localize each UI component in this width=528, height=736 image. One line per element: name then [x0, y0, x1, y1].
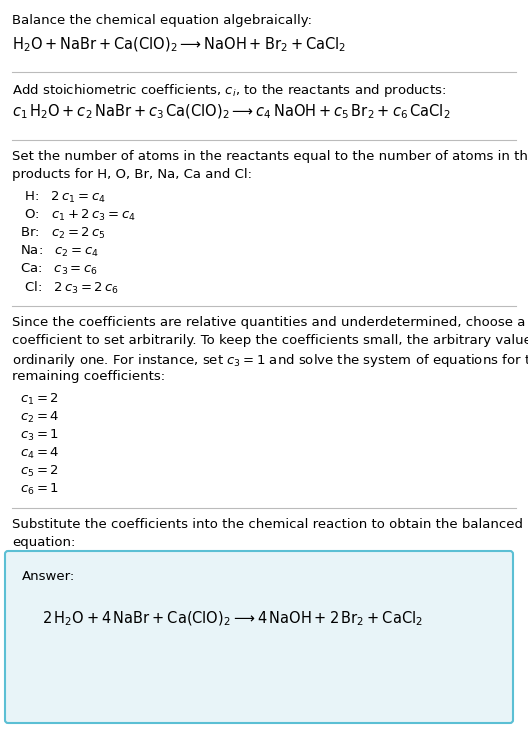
Text: $c_6 = 1$: $c_6 = 1$ — [20, 482, 59, 497]
Text: Since the coefficients are relative quantities and underdetermined, choose a: Since the coefficients are relative quan… — [12, 316, 525, 329]
Text: $c_2 = 4$: $c_2 = 4$ — [20, 410, 60, 425]
Text: $c_4 = 4$: $c_4 = 4$ — [20, 446, 60, 461]
Text: Na:  $\;c_2 = c_4$: Na: $\;c_2 = c_4$ — [20, 244, 99, 259]
Text: Ca:  $\;c_3 = c_6$: Ca: $\;c_3 = c_6$ — [20, 262, 98, 277]
Text: Answer:: Answer: — [22, 570, 76, 583]
Text: O:  $\;c_1 + 2\,c_3 = c_4$: O: $\;c_1 + 2\,c_3 = c_4$ — [20, 208, 136, 223]
Text: ordinarily one. For instance, set $c_3 = 1$ and solve the system of equations fo: ordinarily one. For instance, set $c_3 =… — [12, 352, 528, 369]
Text: equation:: equation: — [12, 536, 76, 549]
Text: Cl:  $\;2\,c_3 = 2\,c_6$: Cl: $\;2\,c_3 = 2\,c_6$ — [20, 280, 119, 296]
Text: Add stoichiometric coefficients, $c_i$, to the reactants and products:: Add stoichiometric coefficients, $c_i$, … — [12, 82, 446, 99]
Text: remaining coefficients:: remaining coefficients: — [12, 370, 165, 383]
Text: coefficient to set arbitrarily. To keep the coefficients small, the arbitrary va: coefficient to set arbitrarily. To keep … — [12, 334, 528, 347]
Text: $\mathrm{2\,H_2O + 4\,NaBr + Ca(ClO)_2 \longrightarrow 4\,NaOH + 2\,Br_2 + CaCl_: $\mathrm{2\,H_2O + 4\,NaBr + Ca(ClO)_2 \… — [42, 610, 423, 629]
Text: Br:  $\;c_2 = 2\,c_5$: Br: $\;c_2 = 2\,c_5$ — [20, 226, 106, 241]
Text: $c_3 = 1$: $c_3 = 1$ — [20, 428, 59, 443]
Text: $c_5 = 2$: $c_5 = 2$ — [20, 464, 59, 479]
Text: products for H, O, Br, Na, Ca and Cl:: products for H, O, Br, Na, Ca and Cl: — [12, 168, 252, 181]
Text: Substitute the coefficients into the chemical reaction to obtain the balanced: Substitute the coefficients into the che… — [12, 518, 523, 531]
Text: $c_1\,\mathrm{H_2O} + c_2\,\mathrm{NaBr} + c_3\,\mathrm{Ca(ClO)_2} \longrightarr: $c_1\,\mathrm{H_2O} + c_2\,\mathrm{NaBr}… — [12, 103, 450, 121]
Text: Balance the chemical equation algebraically:: Balance the chemical equation algebraica… — [12, 14, 312, 27]
FancyBboxPatch shape — [5, 551, 513, 723]
Text: Set the number of atoms in the reactants equal to the number of atoms in the: Set the number of atoms in the reactants… — [12, 150, 528, 163]
Text: $c_1 = 2$: $c_1 = 2$ — [20, 392, 59, 407]
Text: H:  $\;2\,c_1 = c_4$: H: $\;2\,c_1 = c_4$ — [20, 190, 106, 205]
Text: $\mathrm{H_2O + NaBr + Ca(ClO)_2 \longrightarrow NaOH + Br_2 + CaCl_2}$: $\mathrm{H_2O + NaBr + Ca(ClO)_2 \longri… — [12, 36, 346, 54]
